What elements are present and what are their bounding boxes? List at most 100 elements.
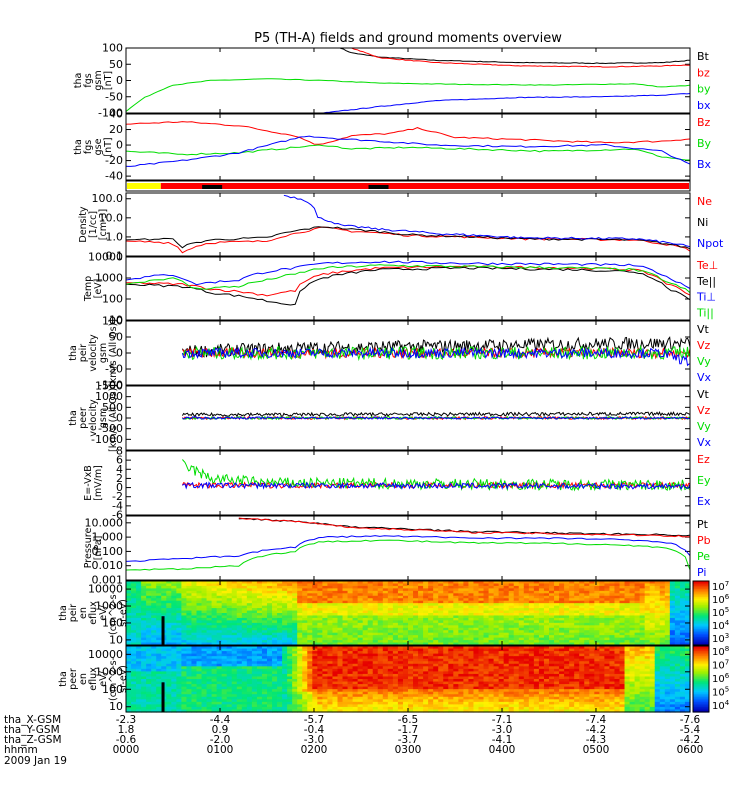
spectrogram-cell xyxy=(413,640,419,644)
spectrogram-cell xyxy=(261,632,268,636)
spectrogram-cell xyxy=(377,656,384,660)
spectrogram-cell xyxy=(302,613,308,617)
spectrogram-cell xyxy=(543,583,550,587)
spectrogram-cell xyxy=(221,585,228,589)
spectrogram-cell xyxy=(277,590,283,594)
spectrogram-cell xyxy=(397,590,404,594)
spectrogram-cell xyxy=(478,625,485,629)
spectrogram-cell xyxy=(186,694,193,698)
spectrogram-cell xyxy=(362,689,369,693)
spectrogram-cell xyxy=(438,598,444,602)
spectrogram-cell xyxy=(226,632,233,636)
spectrogram-cell xyxy=(554,637,560,641)
spectrogram-cell xyxy=(146,696,152,700)
spectrogram-cell xyxy=(433,699,439,703)
spectrogram-cell xyxy=(473,622,480,626)
spectrogram-cell xyxy=(352,640,359,644)
spectrogram-cell xyxy=(433,585,439,589)
spectrogram-cell xyxy=(387,590,394,594)
spectrogram-cell xyxy=(478,610,485,614)
spectrogram-cell xyxy=(277,653,283,657)
spectrogram-cell xyxy=(453,588,459,592)
spectrogram-cell xyxy=(277,656,283,660)
spectrogram-cell xyxy=(171,583,177,587)
spectrogram-cell xyxy=(287,666,293,670)
spectrogram-cell xyxy=(392,622,399,626)
spectrogram-cell xyxy=(659,593,666,597)
spectrogram-cell xyxy=(246,648,253,652)
spectrogram-cell xyxy=(302,699,308,703)
spectrogram-cell xyxy=(438,694,444,698)
spectrogram-cell xyxy=(292,620,298,624)
spectrogram-cell xyxy=(579,605,585,609)
spectrogram-cell xyxy=(433,706,439,711)
spectrogram-cell xyxy=(377,588,384,592)
spectrogram-cell xyxy=(332,684,339,688)
spectrogram-cell xyxy=(402,630,409,634)
spectrogram-cell xyxy=(292,598,298,602)
spectrogram-cell xyxy=(256,600,263,604)
spectrogram-cell xyxy=(136,583,142,587)
spectrogram-cell xyxy=(382,656,389,660)
spectrogram-cell xyxy=(574,610,580,614)
spectrogram-cell xyxy=(382,630,389,634)
spectrogram-cell xyxy=(191,686,198,690)
legend-entry: Te|| xyxy=(696,275,716,288)
spectrogram-cell xyxy=(483,613,490,617)
spectrogram-cell xyxy=(498,630,505,634)
spectrogram-cell xyxy=(528,603,535,607)
spectrogram-cell xyxy=(216,684,223,688)
spectrogram-cell xyxy=(508,595,515,599)
spectrogram-cell xyxy=(413,610,419,614)
spectrogram-cell xyxy=(634,605,641,609)
spectrogram-cell xyxy=(347,656,354,660)
spectrogram-cell xyxy=(246,696,253,700)
spectrogram-cell xyxy=(146,668,152,672)
spectrogram-cell xyxy=(277,699,283,703)
spectrogram-cell xyxy=(443,581,449,585)
spectrogram-cell xyxy=(669,640,676,644)
spectrogram-cell xyxy=(423,617,429,621)
spectrogram-cell xyxy=(614,581,621,585)
spectrogram-cell xyxy=(584,585,590,589)
spectrogram-cell xyxy=(372,605,379,609)
spectrogram-cell xyxy=(443,658,449,662)
spectrogram-cell xyxy=(272,671,278,675)
spectrogram-cell xyxy=(352,622,359,626)
spectrogram-cell xyxy=(428,646,434,650)
panel-frame xyxy=(125,192,691,257)
spectrogram-cell xyxy=(357,632,364,636)
spectrogram-cell xyxy=(297,663,303,667)
spectrogram-cell xyxy=(674,615,681,619)
spectrogram-cell xyxy=(297,668,303,672)
y-axis-label-line: Temp xyxy=(83,276,94,302)
spectrogram-cell xyxy=(594,630,600,634)
spectrogram-cell xyxy=(156,605,162,609)
spectrogram-cell xyxy=(251,627,258,631)
spectrogram-cell xyxy=(488,617,495,621)
spectrogram-cell xyxy=(201,613,208,617)
spectrogram-cell xyxy=(508,640,515,644)
spectrogram-cell xyxy=(246,668,253,672)
spectrogram-cell xyxy=(141,640,147,644)
spectrogram-cell xyxy=(569,610,575,614)
spectrogram-cell xyxy=(564,637,570,641)
spectrogram-cell xyxy=(156,622,162,626)
spectrogram-cell xyxy=(533,617,540,621)
spectrogram-cell xyxy=(201,610,208,614)
spectrogram-cell xyxy=(428,615,434,619)
y-tick-label: 1.0 xyxy=(106,230,124,243)
spectrogram-cell xyxy=(186,681,193,685)
spectrogram-cell xyxy=(166,637,172,641)
spectrogram-cell xyxy=(377,673,384,678)
spectrogram-cell xyxy=(679,615,686,619)
spectrogram-cell xyxy=(317,689,323,693)
spectrogram-cell xyxy=(443,648,449,652)
spectrogram-cell xyxy=(569,622,575,626)
spectrogram-cell xyxy=(211,658,218,662)
spectrogram-cell xyxy=(463,608,470,612)
spectrogram-cell xyxy=(287,642,293,646)
spectrogram-cell xyxy=(679,581,686,585)
legend-entry: Bz xyxy=(697,116,711,129)
spectrogram-cell xyxy=(559,613,565,617)
